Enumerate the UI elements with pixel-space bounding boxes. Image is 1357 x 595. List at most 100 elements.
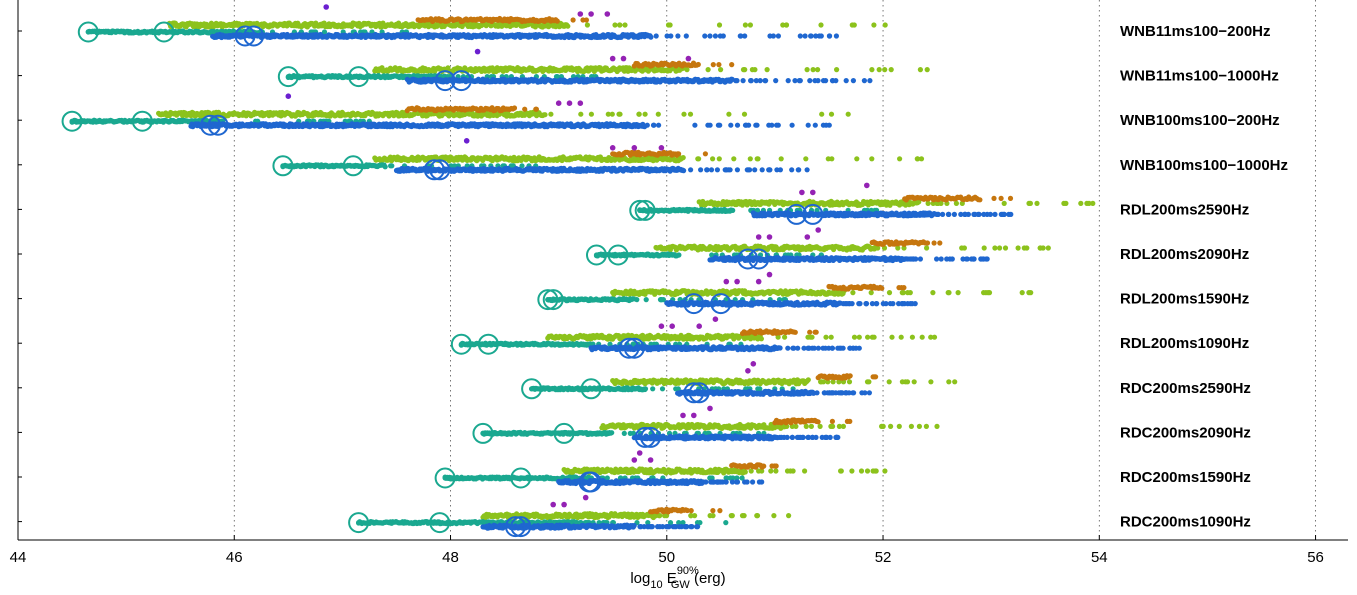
data-point	[1090, 200, 1096, 206]
data-point	[737, 33, 743, 39]
data-point	[617, 111, 623, 117]
data-point	[658, 145, 665, 151]
data-point	[683, 33, 689, 39]
data-point	[740, 67, 747, 73]
data-point	[1001, 211, 1007, 217]
data-point	[828, 111, 835, 117]
lime-series-tail	[684, 67, 930, 73]
teal-marker-dot	[642, 207, 648, 213]
blue-series	[210, 31, 654, 41]
data-point	[617, 22, 623, 28]
data-point	[680, 155, 686, 161]
data-point	[664, 33, 670, 39]
data-point	[805, 122, 811, 128]
data-point	[961, 245, 968, 251]
data-point	[825, 156, 831, 162]
data-point	[718, 67, 724, 73]
data-point	[815, 78, 821, 84]
data-point	[997, 245, 1003, 251]
grid-lines	[233, 0, 1316, 540]
data-point	[676, 252, 682, 258]
data-point	[764, 67, 770, 73]
purple-series	[799, 182, 870, 196]
data-point	[620, 55, 627, 62]
data-point	[924, 245, 930, 251]
data-point	[807, 78, 813, 84]
data-point	[851, 22, 857, 28]
data-point	[823, 78, 829, 84]
data-point	[780, 22, 786, 28]
data-point	[850, 78, 857, 84]
data-point	[767, 167, 773, 173]
teal-series	[280, 162, 388, 170]
data-point	[656, 122, 662, 128]
data-point	[609, 111, 615, 117]
data-point	[729, 62, 735, 68]
lime-series	[653, 243, 879, 253]
blue-series	[393, 165, 687, 174]
data-point	[321, 29, 328, 35]
data-point	[285, 93, 292, 99]
data-point	[931, 240, 937, 246]
data-point	[854, 156, 860, 162]
data-point	[1034, 200, 1040, 206]
data-point	[728, 122, 734, 128]
data-point	[609, 55, 616, 62]
data-point	[792, 78, 798, 84]
data-point	[734, 167, 741, 173]
data-point	[833, 33, 840, 39]
blue-series-tail	[653, 33, 840, 39]
data-point	[813, 33, 819, 39]
data-point	[565, 23, 571, 29]
data-point	[716, 62, 722, 68]
data-point	[843, 78, 849, 84]
data-point	[818, 22, 824, 28]
data-point	[734, 122, 741, 128]
data-point	[897, 156, 903, 162]
data-point	[681, 111, 687, 117]
lime-series-tail	[925, 200, 1096, 206]
data-point	[712, 33, 719, 39]
blue-series-tail	[733, 78, 873, 84]
data-point	[1084, 200, 1090, 206]
data-point	[778, 156, 784, 162]
data-point	[389, 163, 395, 169]
orange-series	[631, 60, 701, 69]
data-point	[925, 200, 931, 206]
purple-series	[463, 138, 665, 151]
data-point	[644, 122, 650, 128]
data-point	[762, 78, 768, 84]
data-point	[707, 33, 713, 39]
blue-series-tail	[934, 211, 1014, 217]
data-point	[474, 48, 481, 55]
lime-series-tail	[695, 156, 925, 162]
orange-series	[404, 105, 518, 114]
data-point	[767, 33, 773, 39]
data-point	[688, 167, 694, 173]
teal-marker-dot	[637, 207, 643, 213]
data-point	[917, 67, 924, 73]
data-point	[731, 156, 737, 162]
data-point	[511, 105, 518, 111]
data-point	[570, 17, 576, 23]
data-point	[869, 156, 875, 162]
data-point	[867, 78, 873, 84]
data-point	[940, 211, 946, 217]
teal-series	[637, 206, 734, 214]
data-point	[951, 211, 958, 217]
data-point	[1007, 195, 1014, 201]
data-point	[976, 211, 982, 217]
data-point	[740, 78, 746, 84]
data-point	[820, 122, 827, 128]
data-point	[876, 67, 882, 73]
data-point	[588, 11, 594, 17]
data-point	[992, 245, 998, 251]
data-point	[734, 78, 740, 84]
data-point	[710, 156, 716, 162]
orange-series-tail	[924, 240, 943, 246]
orange-series-tail	[675, 151, 709, 157]
data-point	[804, 67, 810, 73]
data-point	[882, 67, 888, 73]
teal-marker-dot	[356, 74, 362, 80]
